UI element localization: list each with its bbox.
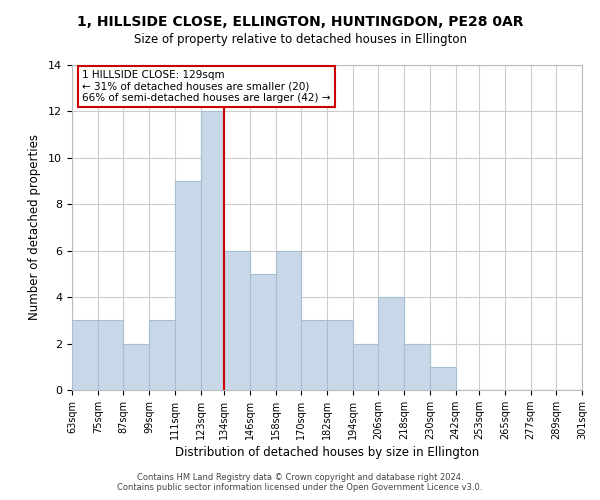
Bar xyxy=(327,320,353,390)
Bar xyxy=(175,181,200,390)
Bar xyxy=(224,250,250,390)
Bar xyxy=(250,274,275,390)
Bar xyxy=(379,297,404,390)
Bar xyxy=(200,112,224,390)
X-axis label: Distribution of detached houses by size in Ellington: Distribution of detached houses by size … xyxy=(175,446,479,459)
Bar xyxy=(275,250,301,390)
Bar xyxy=(72,320,98,390)
Y-axis label: Number of detached properties: Number of detached properties xyxy=(28,134,41,320)
Bar xyxy=(149,320,175,390)
Bar xyxy=(98,320,124,390)
Bar xyxy=(353,344,379,390)
Text: Contains HM Land Registry data © Crown copyright and database right 2024.
Contai: Contains HM Land Registry data © Crown c… xyxy=(118,473,482,492)
Text: 1 HILLSIDE CLOSE: 129sqm
← 31% of detached houses are smaller (20)
66% of semi-d: 1 HILLSIDE CLOSE: 129sqm ← 31% of detach… xyxy=(82,70,331,103)
Bar xyxy=(582,367,600,390)
Bar xyxy=(301,320,327,390)
Bar xyxy=(430,367,455,390)
Bar xyxy=(124,344,149,390)
Text: 1, HILLSIDE CLOSE, ELLINGTON, HUNTINGDON, PE28 0AR: 1, HILLSIDE CLOSE, ELLINGTON, HUNTINGDON… xyxy=(77,15,523,29)
Text: Size of property relative to detached houses in Ellington: Size of property relative to detached ho… xyxy=(133,32,467,46)
Bar xyxy=(404,344,430,390)
